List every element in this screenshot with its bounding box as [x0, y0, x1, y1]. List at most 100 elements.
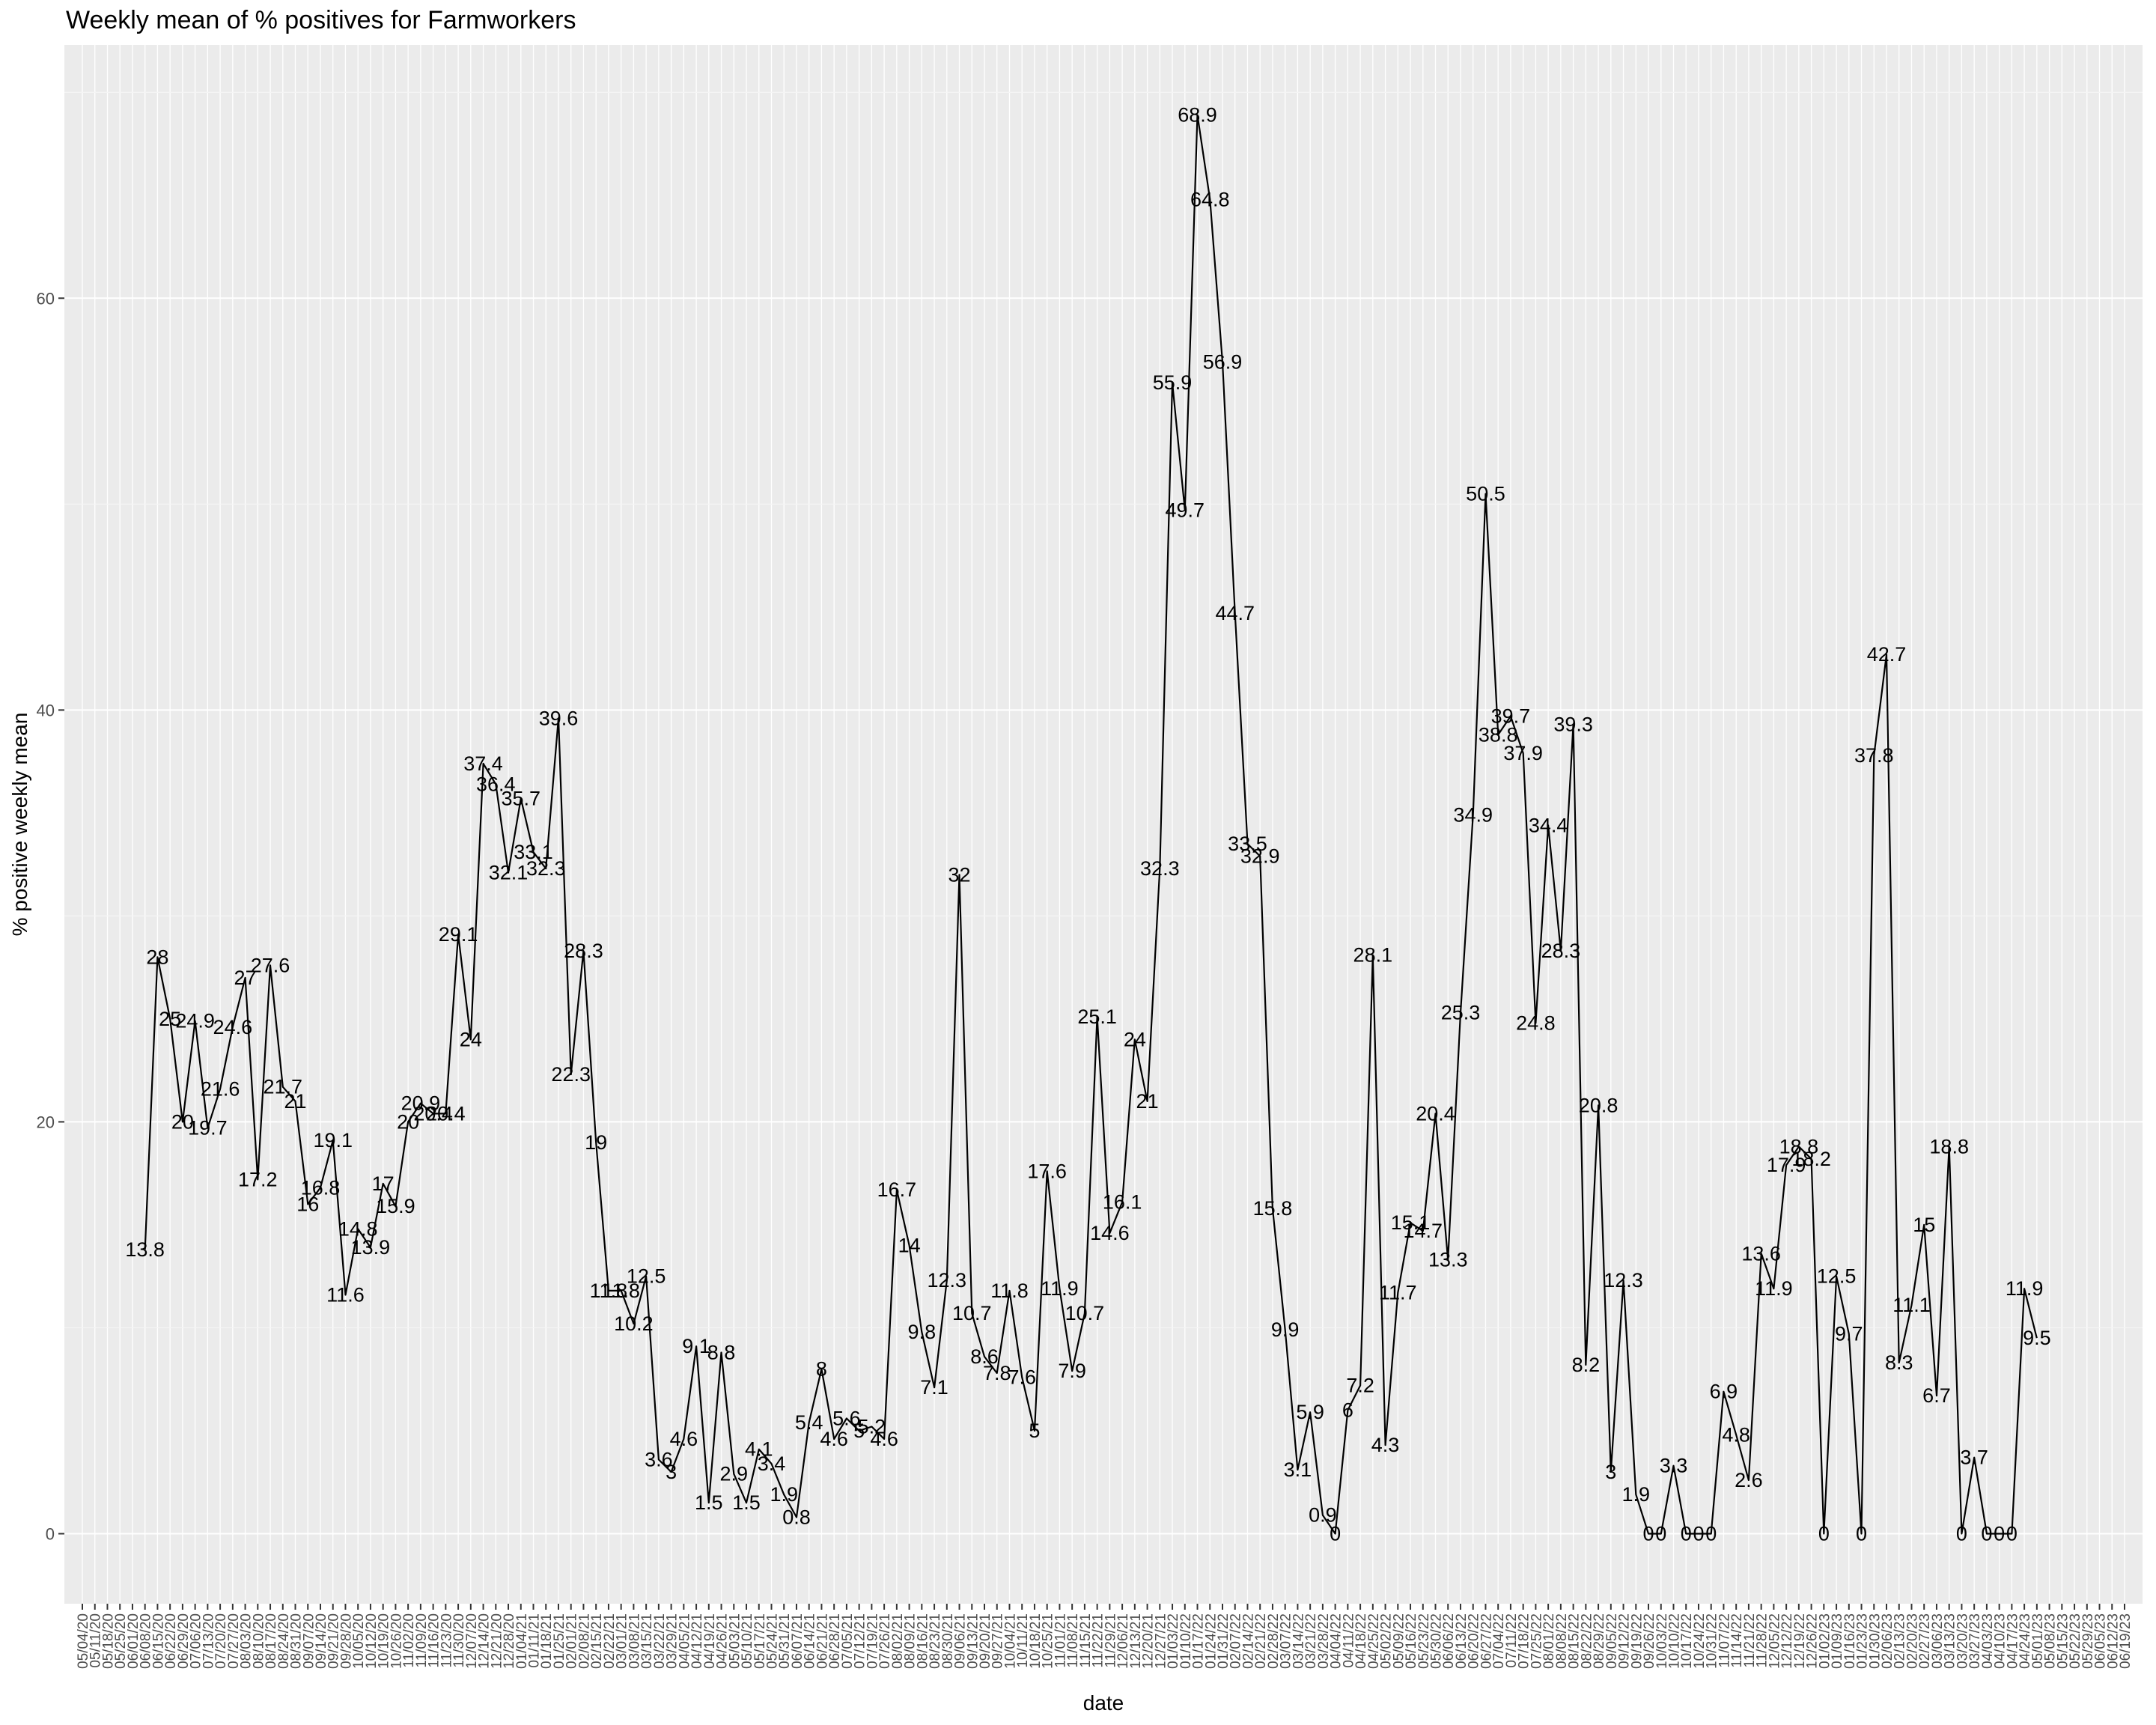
x-tick-label: 06/28/21 — [827, 1613, 843, 1669]
data-label: 14.6 — [1090, 1222, 1130, 1244]
data-label: 35.7 — [501, 788, 540, 810]
data-label: 14.7 — [1403, 1220, 1443, 1242]
data-label: 15.1 — [1391, 1211, 1431, 1234]
data-label: 19 — [585, 1131, 607, 1154]
axis-ticks — [58, 297, 2125, 1610]
y-tick-labels: 0 20 40 60 — [37, 289, 55, 1543]
x-tick-label: 01/04/21 — [514, 1613, 530, 1669]
x-tick-label: 07/11/22 — [1504, 1613, 1520, 1668]
x-tick-label: 05/18/20 — [100, 1613, 116, 1669]
data-label: 17.6 — [1027, 1160, 1067, 1182]
x-tick-label: 12/27/21 — [1153, 1613, 1169, 1669]
x-tick-label: 11/21/22 — [1742, 1613, 1758, 1668]
data-label: 10.7 — [952, 1302, 992, 1324]
x-tick-label: 05/29/23 — [2080, 1613, 2096, 1669]
x-tick-label: 05/03/21 — [727, 1613, 743, 1669]
x-tick-label: 07/06/20 — [189, 1613, 204, 1669]
x-tick-label: 06/21/21 — [814, 1613, 830, 1669]
data-label: 8.6 — [970, 1345, 999, 1368]
data-label: 22.3 — [551, 1063, 591, 1086]
data-label: 32.3 — [526, 857, 566, 880]
x-tick-label: 07/25/22 — [1529, 1613, 1544, 1669]
x-tick-label: 01/30/23 — [1867, 1613, 1883, 1669]
data-label: 50.5 — [1466, 483, 1505, 505]
x-tick-label: 08/02/21 — [890, 1613, 906, 1669]
x-tick-label: 09/26/22 — [1642, 1613, 1657, 1669]
x-tick-label: 06/05/23 — [2093, 1613, 2109, 1669]
series-line — [144, 114, 2038, 1535]
data-label: 1.9 — [1622, 1483, 1651, 1506]
x-tick-label: 12/20/21 — [1141, 1613, 1157, 1669]
x-tick-label: 02/15/21 — [589, 1613, 605, 1669]
x-tick-label: 10/05/20 — [351, 1613, 367, 1669]
x-tick-label: 02/06/23 — [1880, 1613, 1895, 1669]
data-label: 2.6 — [1735, 1469, 1763, 1491]
x-tick-label: 01/18/21 — [539, 1613, 555, 1669]
data-label: 21 — [1136, 1090, 1159, 1113]
x-tick-label: 06/14/21 — [803, 1613, 818, 1669]
y-tick-label: 40 — [37, 701, 55, 719]
x-tick-label: 12/21/20 — [489, 1613, 505, 1669]
x-tick-label: 05/24/21 — [764, 1613, 780, 1669]
x-tick-label: 03/07/22 — [1279, 1613, 1294, 1669]
x-tick-label: 04/04/22 — [1329, 1613, 1345, 1669]
x-tick-label: 06/08/20 — [138, 1613, 154, 1669]
x-tick-label: 02/28/22 — [1266, 1613, 1282, 1669]
data-label: 17.2 — [238, 1168, 278, 1190]
x-tick-label: 01/11/21 — [527, 1613, 543, 1668]
x-tick-label: 04/24/23 — [2018, 1613, 2033, 1669]
data-label: 0 — [1994, 1522, 2005, 1545]
x-tick-label: 03/29/21 — [665, 1613, 680, 1669]
x-tick-label: 09/19/22 — [1629, 1613, 1645, 1669]
data-label: 24.6 — [213, 1016, 253, 1038]
x-tick-label: 10/25/21 — [1041, 1613, 1056, 1669]
x-tick-label: 09/20/21 — [978, 1613, 993, 1669]
data-label: 3.3 — [1660, 1455, 1688, 1477]
x-tick-label: 06/20/22 — [1467, 1613, 1482, 1669]
data-label: 24.9 — [175, 1010, 215, 1032]
data-label: 0 — [1981, 1522, 1992, 1545]
data-label: 39.7 — [1491, 705, 1531, 728]
data-label: 11.1 — [1892, 1294, 1931, 1316]
x-tick-label: 12/14/20 — [477, 1613, 493, 1669]
data-label: 49.7 — [1166, 499, 1205, 522]
data-label: 24 — [460, 1028, 482, 1050]
data-label: 25 — [159, 1008, 181, 1030]
data-label: 20.8 — [1579, 1094, 1618, 1116]
data-label: 4.6 — [670, 1428, 698, 1450]
x-tick-label: 05/10/21 — [740, 1613, 755, 1669]
data-label: 27 — [234, 967, 257, 989]
x-tick-label: 04/03/23 — [1980, 1613, 1996, 1669]
x-tick-label: 03/20/23 — [1955, 1613, 1970, 1669]
data-label: 11.9 — [2006, 1277, 2044, 1300]
x-tick-label: 01/25/21 — [552, 1613, 567, 1669]
x-tick-label: 10/18/21 — [1028, 1613, 1044, 1669]
data-label: 9.8 — [908, 1321, 937, 1343]
x-tick-label: 08/01/22 — [1541, 1613, 1557, 1669]
x-tick-label: 03/14/22 — [1291, 1613, 1306, 1669]
data-label: 6 — [1342, 1399, 1353, 1421]
x-tick-label: 08/08/22 — [1554, 1613, 1570, 1669]
x-tick-label: 02/21/22 — [1253, 1613, 1269, 1669]
data-label: 13.8 — [125, 1238, 165, 1261]
x-tick-label: 07/26/21 — [877, 1613, 893, 1669]
data-label: 7.2 — [1346, 1374, 1374, 1396]
x-tick-labels: 05/04/2005/11/2005/18/2005/25/2006/01/20… — [76, 1613, 2134, 1669]
data-label: 21.6 — [201, 1077, 240, 1100]
x-tick-label: 03/13/23 — [1943, 1613, 1958, 1669]
data-label: 1.5 — [695, 1491, 723, 1514]
x-tick-label: 05/04/20 — [76, 1613, 91, 1669]
data-label: 18.2 — [1791, 1148, 1831, 1170]
data-label: 3.1 — [1284, 1458, 1312, 1481]
data-label: 12.5 — [1817, 1265, 1857, 1288]
data-label: 29.1 — [439, 923, 478, 946]
data-label: 18.8 — [1929, 1135, 1969, 1157]
data-label: 27.6 — [251, 954, 290, 976]
data-label: 68.9 — [1178, 104, 1217, 127]
data-label: 0.8 — [782, 1506, 811, 1528]
x-tick-label: 03/28/22 — [1316, 1613, 1332, 1669]
x-tick-label: 05/02/22 — [1379, 1613, 1395, 1669]
x-tick-label: 01/09/23 — [1830, 1613, 1845, 1669]
data-label: 1.5 — [732, 1491, 761, 1514]
data-label: 12.3 — [1604, 1269, 1643, 1292]
